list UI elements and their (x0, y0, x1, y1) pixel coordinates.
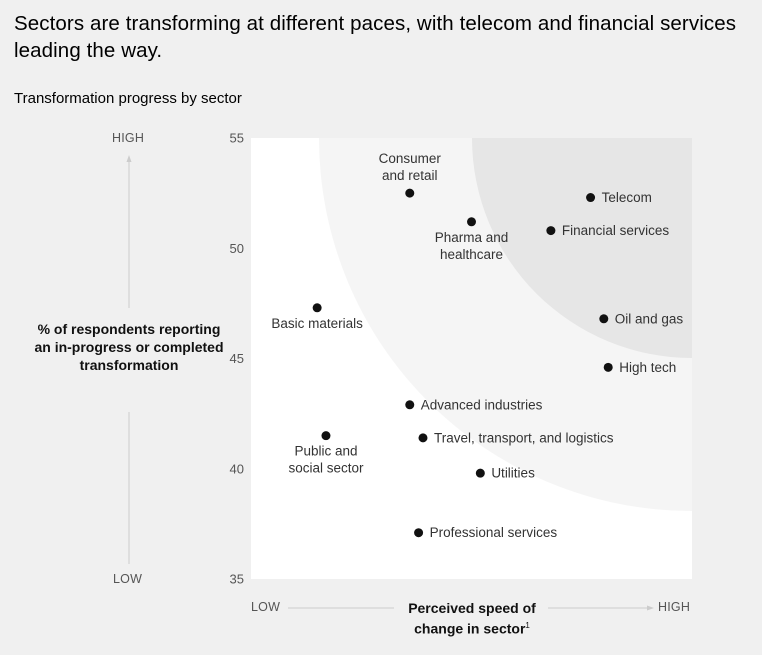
data-point (475, 468, 485, 478)
data-point (467, 217, 476, 227)
y-axis-low-label: LOW (113, 572, 143, 586)
data-point-label: Utilities (491, 466, 535, 481)
y-tick-label: 55 (230, 131, 244, 146)
data-point (312, 303, 322, 313)
y-tick-label: 35 (230, 572, 244, 587)
data-point-label: Travel, transport, and logistics (434, 430, 614, 445)
x-axis-high-label: HIGH (658, 600, 691, 614)
data-point (418, 433, 428, 443)
x-axis-footnote-marker: 1 (525, 621, 530, 630)
headline: Sectors are transforming at different pa… (14, 12, 737, 62)
y-tick-label: 40 (230, 461, 244, 476)
y-axis-title: % of respondents reporting an in-progres… (34, 320, 224, 374)
data-point-label: Consumer and retail (379, 151, 442, 183)
data-point (586, 193, 596, 203)
x-axis-low-label: LOW (251, 600, 281, 614)
x-axis-title-text: Perceived speed of change in sector (408, 600, 536, 637)
data-point-label: Advanced industries (421, 397, 543, 412)
data-point-label: Financial services (562, 223, 670, 238)
zone-high (472, 138, 692, 358)
x-axis-arrowhead (647, 605, 654, 611)
data-point-label: Basic materials (271, 316, 363, 331)
data-point-label: Public and social sector (288, 444, 364, 476)
data-point (405, 188, 415, 198)
y-tick-label: 50 (230, 241, 244, 256)
y-axis-title-text: % of respondents reporting an in-progres… (34, 321, 224, 373)
y-tick-labels: 35 40 45 50 55 (230, 131, 244, 587)
y-axis-high-label: HIGH (112, 131, 145, 145)
y-axis-arrowhead (126, 155, 132, 162)
x-axis-title: Perceived speed of change in sector1 (392, 599, 552, 638)
data-point (599, 314, 609, 324)
data-points: Consumer and retail Pharma and healthcare Te… (271, 151, 683, 540)
data-point (414, 528, 424, 538)
data-point-label: Professional services (430, 525, 558, 540)
chart-subtitle: Transformation progress by sector (14, 90, 242, 107)
data-point-label: Oil and gas (615, 311, 684, 326)
data-point-label: Telecom (602, 190, 652, 205)
data-point (546, 226, 556, 236)
data-point-label: Pharma and healthcare (435, 230, 509, 262)
data-point-label: High tech (619, 360, 676, 375)
data-point (405, 400, 415, 410)
data-point (321, 431, 331, 441)
y-tick-label: 45 (230, 351, 244, 366)
data-point (603, 362, 613, 372)
plot-background-zones (251, 138, 692, 579)
